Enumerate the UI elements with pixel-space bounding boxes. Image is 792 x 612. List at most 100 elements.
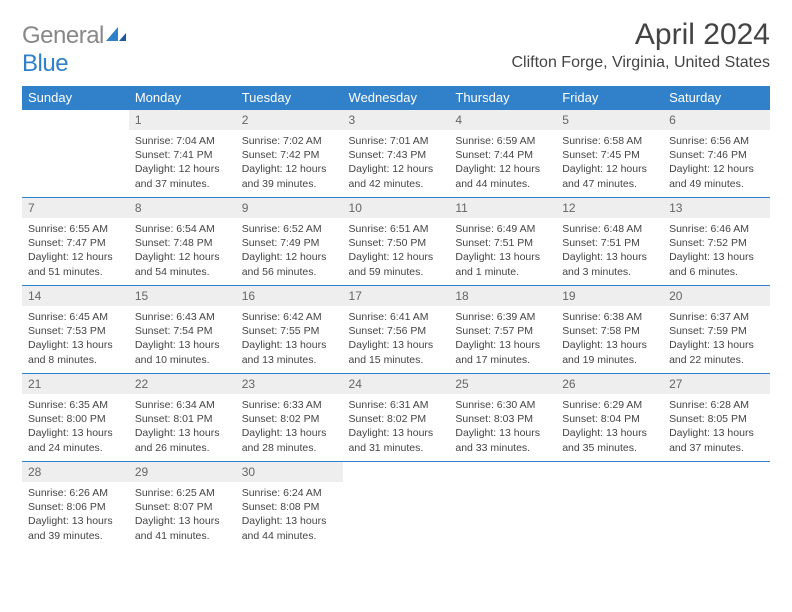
- day-number: 19: [556, 286, 663, 306]
- calendar-body: ..1Sunrise: 7:04 AMSunset: 7:41 PMDaylig…: [22, 110, 770, 550]
- calendar-cell: 6Sunrise: 6:56 AMSunset: 7:46 PMDaylight…: [663, 110, 770, 198]
- day-body: Sunrise: 7:04 AMSunset: 7:41 PMDaylight:…: [129, 130, 236, 197]
- day-body: Sunrise: 6:30 AMSunset: 8:03 PMDaylight:…: [449, 394, 556, 461]
- day-body: Sunrise: 6:39 AMSunset: 7:57 PMDaylight:…: [449, 306, 556, 373]
- day-body: Sunrise: 6:38 AMSunset: 7:58 PMDaylight:…: [556, 306, 663, 373]
- day-number: 12: [556, 198, 663, 218]
- day-header: Monday: [129, 86, 236, 110]
- day-body: Sunrise: 6:59 AMSunset: 7:44 PMDaylight:…: [449, 130, 556, 197]
- calendar-cell: 26Sunrise: 6:29 AMSunset: 8:04 PMDayligh…: [556, 374, 663, 462]
- day-number: 13: [663, 198, 770, 218]
- day-body: Sunrise: 6:24 AMSunset: 8:08 PMDaylight:…: [236, 482, 343, 549]
- calendar-cell: 5Sunrise: 6:58 AMSunset: 7:45 PMDaylight…: [556, 110, 663, 198]
- calendar-cell: 25Sunrise: 6:30 AMSunset: 8:03 PMDayligh…: [449, 374, 556, 462]
- calendar-cell: 4Sunrise: 6:59 AMSunset: 7:44 PMDaylight…: [449, 110, 556, 198]
- day-number: 16: [236, 286, 343, 306]
- day-number: 14: [22, 286, 129, 306]
- day-header: Saturday: [663, 86, 770, 110]
- calendar-cell: 24Sunrise: 6:31 AMSunset: 8:02 PMDayligh…: [343, 374, 450, 462]
- calendar-cell: 10Sunrise: 6:51 AMSunset: 7:50 PMDayligh…: [343, 198, 450, 286]
- day-number: 18: [449, 286, 556, 306]
- day-header: Wednesday: [343, 86, 450, 110]
- logo-sail-icon: [106, 22, 128, 49]
- calendar-cell: 7Sunrise: 6:55 AMSunset: 7:47 PMDaylight…: [22, 198, 129, 286]
- day-number: 15: [129, 286, 236, 306]
- calendar-cell: 30Sunrise: 6:24 AMSunset: 8:08 PMDayligh…: [236, 462, 343, 550]
- calendar-cell: ..: [663, 462, 770, 550]
- calendar-cell: 8Sunrise: 6:54 AMSunset: 7:48 PMDaylight…: [129, 198, 236, 286]
- day-number: 2: [236, 110, 343, 130]
- calendar-table: SundayMondayTuesdayWednesdayThursdayFrid…: [22, 86, 770, 550]
- day-body: Sunrise: 6:56 AMSunset: 7:46 PMDaylight:…: [663, 130, 770, 197]
- calendar-cell: 18Sunrise: 6:39 AMSunset: 7:57 PMDayligh…: [449, 286, 556, 374]
- day-body: Sunrise: 6:45 AMSunset: 7:53 PMDaylight:…: [22, 306, 129, 373]
- calendar-cell: ..: [22, 110, 129, 198]
- header: GeneralBlue April 2024 Clifton Forge, Vi…: [22, 18, 770, 78]
- day-number: 24: [343, 374, 450, 394]
- calendar-cell: ..: [343, 462, 450, 550]
- day-number: 4: [449, 110, 556, 130]
- calendar-head: SundayMondayTuesdayWednesdayThursdayFrid…: [22, 86, 770, 110]
- calendar-cell: 19Sunrise: 6:38 AMSunset: 7:58 PMDayligh…: [556, 286, 663, 374]
- day-number: 28: [22, 462, 129, 482]
- day-body: Sunrise: 6:35 AMSunset: 8:00 PMDaylight:…: [22, 394, 129, 461]
- day-number: 1: [129, 110, 236, 130]
- day-header: Tuesday: [236, 86, 343, 110]
- calendar-cell: 16Sunrise: 6:42 AMSunset: 7:55 PMDayligh…: [236, 286, 343, 374]
- day-body: Sunrise: 6:58 AMSunset: 7:45 PMDaylight:…: [556, 130, 663, 197]
- day-number: 27: [663, 374, 770, 394]
- calendar-cell: 1Sunrise: 7:04 AMSunset: 7:41 PMDaylight…: [129, 110, 236, 198]
- calendar-cell: 23Sunrise: 6:33 AMSunset: 8:02 PMDayligh…: [236, 374, 343, 462]
- day-header: Sunday: [22, 86, 129, 110]
- day-header: Friday: [556, 86, 663, 110]
- calendar-week: 28Sunrise: 6:26 AMSunset: 8:06 PMDayligh…: [22, 462, 770, 550]
- calendar-cell: 11Sunrise: 6:49 AMSunset: 7:51 PMDayligh…: [449, 198, 556, 286]
- day-number: 9: [236, 198, 343, 218]
- day-body: Sunrise: 6:48 AMSunset: 7:51 PMDaylight:…: [556, 218, 663, 285]
- day-header-row: SundayMondayTuesdayWednesdayThursdayFrid…: [22, 86, 770, 110]
- day-number: 23: [236, 374, 343, 394]
- day-header: Thursday: [449, 86, 556, 110]
- calendar-cell: ..: [556, 462, 663, 550]
- day-body: Sunrise: 6:25 AMSunset: 8:07 PMDaylight:…: [129, 482, 236, 549]
- day-number: 8: [129, 198, 236, 218]
- day-number: 30: [236, 462, 343, 482]
- calendar-cell: 15Sunrise: 6:43 AMSunset: 7:54 PMDayligh…: [129, 286, 236, 374]
- calendar-cell: 20Sunrise: 6:37 AMSunset: 7:59 PMDayligh…: [663, 286, 770, 374]
- calendar-cell: 27Sunrise: 6:28 AMSunset: 8:05 PMDayligh…: [663, 374, 770, 462]
- logo-text: GeneralBlue: [22, 22, 128, 78]
- day-body: Sunrise: 6:34 AMSunset: 8:01 PMDaylight:…: [129, 394, 236, 461]
- calendar-cell: 22Sunrise: 6:34 AMSunset: 8:01 PMDayligh…: [129, 374, 236, 462]
- calendar-week: 14Sunrise: 6:45 AMSunset: 7:53 PMDayligh…: [22, 286, 770, 374]
- day-body: Sunrise: 6:43 AMSunset: 7:54 PMDaylight:…: [129, 306, 236, 373]
- day-number: 6: [663, 110, 770, 130]
- calendar-cell: 14Sunrise: 6:45 AMSunset: 7:53 PMDayligh…: [22, 286, 129, 374]
- day-number: 11: [449, 198, 556, 218]
- calendar-cell: ..: [449, 462, 556, 550]
- calendar-cell: 2Sunrise: 7:02 AMSunset: 7:42 PMDaylight…: [236, 110, 343, 198]
- calendar-cell: 29Sunrise: 6:25 AMSunset: 8:07 PMDayligh…: [129, 462, 236, 550]
- day-body: Sunrise: 6:29 AMSunset: 8:04 PMDaylight:…: [556, 394, 663, 461]
- calendar-week: ..1Sunrise: 7:04 AMSunset: 7:41 PMDaylig…: [22, 110, 770, 198]
- location: Clifton Forge, Virginia, United States: [512, 54, 771, 72]
- calendar-week: 7Sunrise: 6:55 AMSunset: 7:47 PMDaylight…: [22, 198, 770, 286]
- day-body: Sunrise: 6:42 AMSunset: 7:55 PMDaylight:…: [236, 306, 343, 373]
- day-body: Sunrise: 6:46 AMSunset: 7:52 PMDaylight:…: [663, 218, 770, 285]
- day-number: 5: [556, 110, 663, 130]
- calendar-cell: 9Sunrise: 6:52 AMSunset: 7:49 PMDaylight…: [236, 198, 343, 286]
- day-number: 7: [22, 198, 129, 218]
- calendar-cell: 13Sunrise: 6:46 AMSunset: 7:52 PMDayligh…: [663, 198, 770, 286]
- day-body: Sunrise: 6:55 AMSunset: 7:47 PMDaylight:…: [22, 218, 129, 285]
- calendar-cell: 3Sunrise: 7:01 AMSunset: 7:43 PMDaylight…: [343, 110, 450, 198]
- calendar-week: 21Sunrise: 6:35 AMSunset: 8:00 PMDayligh…: [22, 374, 770, 462]
- day-number: 26: [556, 374, 663, 394]
- day-body: Sunrise: 6:52 AMSunset: 7:49 PMDaylight:…: [236, 218, 343, 285]
- calendar-cell: 21Sunrise: 6:35 AMSunset: 8:00 PMDayligh…: [22, 374, 129, 462]
- logo-word-1: General: [22, 22, 104, 49]
- title-block: April 2024 Clifton Forge, Virginia, Unit…: [512, 18, 771, 72]
- day-body: Sunrise: 6:33 AMSunset: 8:02 PMDaylight:…: [236, 394, 343, 461]
- calendar-cell: 12Sunrise: 6:48 AMSunset: 7:51 PMDayligh…: [556, 198, 663, 286]
- logo: GeneralBlue: [22, 22, 128, 78]
- day-body: Sunrise: 6:54 AMSunset: 7:48 PMDaylight:…: [129, 218, 236, 285]
- logo-word-2: Blue: [22, 50, 68, 77]
